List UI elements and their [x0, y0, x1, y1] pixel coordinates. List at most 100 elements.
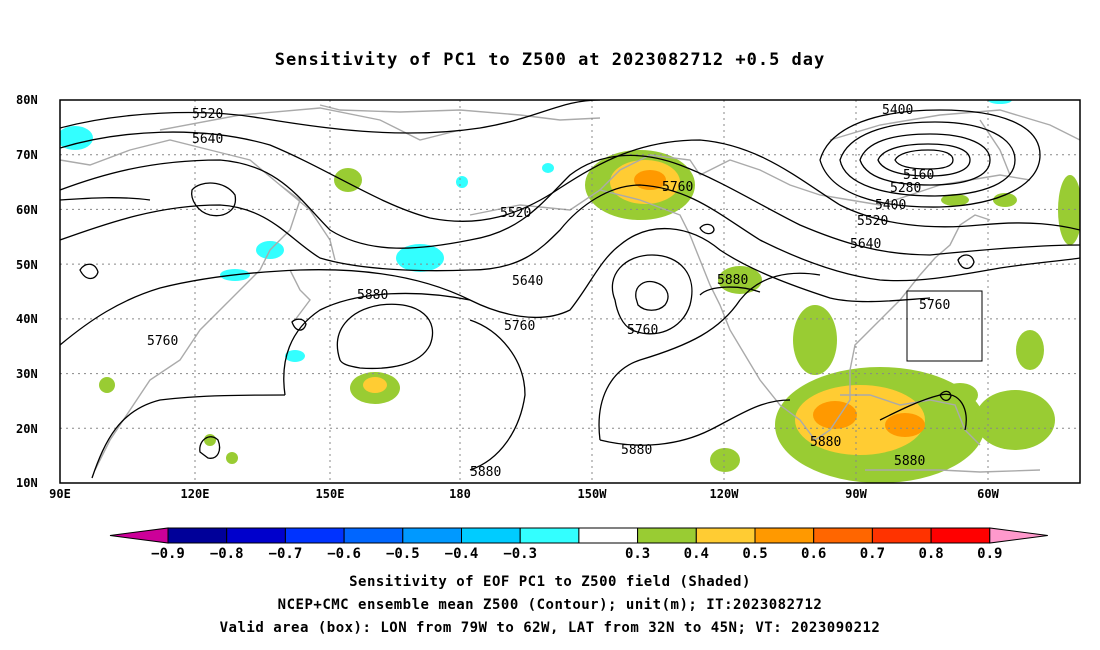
longitude-labels: 90E 120E 150E 180 150W 120W 90W 60W: [49, 487, 999, 500]
positive-patch: [204, 434, 216, 446]
colorbar-box: [754, 527, 815, 544]
colorbar: −0.9 −0.8 −0.7 −0.6 −0.5 −0.4 −0.3 0.3 0.4 0.5 0.6…: [109, 527, 1048, 562]
colorbar-boxes: [109, 527, 1048, 544]
colorbar-box: [813, 527, 873, 544]
colorbar-tick-label: −0.5: [386, 546, 420, 562]
contour-label: 5280: [890, 181, 921, 196]
contour-label: 5160: [903, 168, 934, 183]
valid-area-box: [906, 290, 983, 362]
colorbar-box: [167, 527, 228, 544]
contour-label: 5880: [717, 273, 748, 288]
map-frame: [59, 99, 1081, 484]
lat-label: 50N: [16, 258, 38, 272]
contour-label: 5880: [470, 465, 501, 480]
contour-label: 5640: [512, 274, 543, 289]
positive-patch: [1016, 330, 1044, 370]
colorbar-box: [226, 527, 286, 544]
colorbar-box: [343, 527, 404, 544]
positive-patch: [363, 377, 387, 393]
colorbar-tick-label: −0.9: [151, 546, 185, 562]
colorbar-box: [695, 527, 756, 544]
lat-label: 20N: [16, 422, 38, 436]
positive-patch: [975, 390, 1055, 450]
footer-line-3: Valid area (box): LON from 79W to 62W, L…: [219, 620, 881, 636]
contour-label: 5880: [621, 443, 652, 458]
negative-patch: [456, 176, 468, 188]
positive-patch: [941, 194, 969, 206]
map-title: Sensitivity of PC1 to Z500 at 2023082712…: [274, 50, 826, 70]
contour-label: 5400: [882, 103, 913, 118]
contour-label: 5520: [857, 214, 888, 229]
colorbar-box: [637, 527, 697, 544]
colorbar-tick-label: −0.4: [445, 546, 479, 562]
colorbar-tick-label: −0.6: [327, 546, 361, 562]
colorbar-tick-label: 0.6: [801, 546, 826, 562]
footer-line-1: Sensitivity of EOF PC1 to Z500 field (Sh…: [349, 574, 751, 590]
colorbar-box: [519, 527, 580, 544]
sensitivity-shading: [60, 100, 1080, 483]
lon-label: 120W: [710, 487, 740, 500]
positive-patch: [710, 448, 740, 472]
contour-label: 5640: [850, 237, 881, 252]
colorbar-tick-label: −0.3: [503, 546, 537, 562]
colorbar-box: [578, 527, 639, 544]
contour-label: 5880: [894, 454, 925, 469]
colorbar-tick-label: 0.9: [977, 546, 1002, 562]
colorbar-end-high: [989, 527, 1048, 544]
lat-label: 60N: [16, 203, 38, 217]
lon-label: 60W: [977, 487, 999, 500]
contour-label: 5520: [500, 206, 531, 221]
colorbar-tick-label: 0.4: [684, 546, 709, 562]
grid-lines: [60, 100, 1080, 483]
colorbar-box: [930, 527, 991, 544]
negative-patch: [396, 244, 444, 272]
positive-patch: [993, 193, 1017, 207]
colorbar-ticks: −0.9 −0.8 −0.7 −0.6 −0.5 −0.4 −0.3 0.3 0.4 0.5 0.6…: [151, 546, 1002, 562]
latitude-labels: 80N 70N 60N 50N 40N 30N 20N 10N: [16, 93, 38, 490]
lon-label: 90E: [49, 487, 71, 500]
contour-labels: 5520 5640 5400 5160 5280 5400 5520 5640 …: [147, 103, 950, 480]
negative-patch: [988, 100, 1012, 104]
colorbar-tick-label: 0.3: [625, 546, 650, 562]
lon-label: 180: [449, 487, 471, 500]
contour-label: 5400: [875, 198, 906, 213]
negative-patch: [60, 126, 93, 150]
lat-label: 70N: [16, 148, 38, 162]
contour-label: 5880: [810, 435, 841, 450]
negative-patch: [285, 350, 305, 362]
z500-contours: [60, 100, 1080, 479]
contour-label: 5880: [357, 288, 388, 303]
lat-label: 80N: [16, 93, 38, 107]
colorbar-box: [402, 527, 462, 544]
contour-label: 5640: [192, 132, 223, 147]
colorbar-tick-label: 0.5: [742, 546, 767, 562]
positive-patch: [885, 413, 925, 437]
positive-patch: [942, 383, 978, 407]
contour-label: 5760: [919, 298, 950, 313]
lat-label: 30N: [16, 367, 38, 381]
lat-label: 40N: [16, 312, 38, 326]
sensitivity-map: 5520 5640 5400 5160 5280 5400 5520 5640 …: [16, 93, 1081, 500]
negative-patch: [542, 163, 554, 173]
positive-patch: [813, 401, 857, 429]
colorbar-tick-label: 0.7: [860, 546, 885, 562]
colorbar-tick-label: 0.8: [918, 546, 943, 562]
lat-label: 10N: [16, 476, 38, 490]
colorbar-end-low: [109, 527, 169, 544]
positive-patch: [99, 377, 115, 393]
colorbar-tick-label: −0.7: [269, 546, 303, 562]
lon-label: 90W: [845, 487, 867, 500]
positive-patch: [1058, 175, 1080, 245]
contour-label: 5520: [192, 107, 223, 122]
colorbar-tick-label: −0.8: [210, 546, 244, 562]
contour-label: 5760: [627, 323, 658, 338]
lon-label: 150E: [316, 487, 345, 500]
lon-label: 120E: [181, 487, 210, 500]
colorbar-box: [284, 527, 345, 544]
contour-label: 5760: [504, 319, 535, 334]
lon-label: 150W: [578, 487, 608, 500]
coastlines: [60, 104, 1080, 473]
contour-label: 5760: [662, 180, 693, 195]
footer-line-2: NCEP+CMC ensemble mean Z500 (Contour); u…: [277, 597, 823, 613]
colorbar-box: [461, 527, 521, 544]
